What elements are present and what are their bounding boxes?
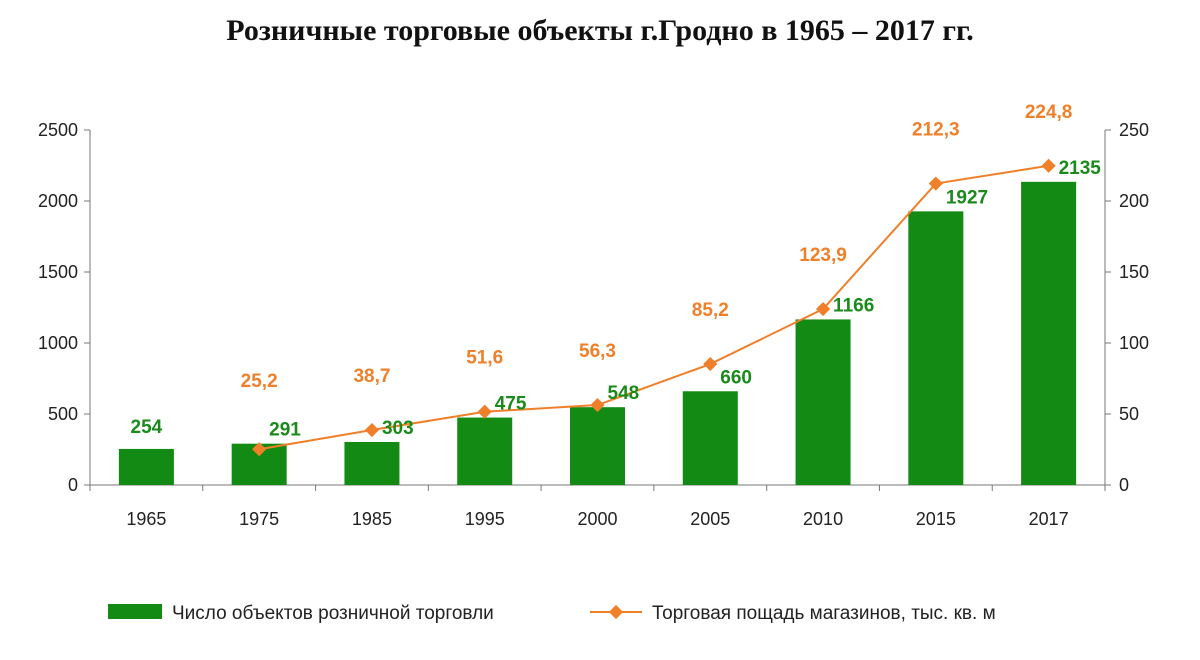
bar <box>457 417 513 485</box>
left-tick-label: 2000 <box>38 191 78 211</box>
x-tick-label: 1975 <box>239 509 279 529</box>
bar-data-label: 2135 <box>1059 158 1102 179</box>
left-tick-label: 2500 <box>38 120 78 140</box>
x-tick-label: 2017 <box>1029 509 1069 529</box>
bar-data-label: 475 <box>495 394 527 415</box>
line-point <box>364 422 380 438</box>
right-tick-label: 0 <box>1119 475 1129 495</box>
line-point <box>928 176 943 191</box>
line-point <box>590 397 605 413</box>
bar <box>908 211 964 485</box>
legend-line-label: Торговая пощадь магазинов, тыс. кв. м <box>652 603 996 624</box>
line-data-label: 51,6 <box>466 348 503 369</box>
line-data-label: 212,3 <box>912 120 960 141</box>
line-point <box>703 356 718 372</box>
line-data-label: 123,9 <box>799 245 847 266</box>
line-data-label: 38,7 <box>353 366 390 387</box>
right-tick-label: 100 <box>1119 333 1149 353</box>
line-point <box>477 404 492 419</box>
line-series-path <box>258 164 1049 451</box>
x-tick-label: 2000 <box>577 509 617 529</box>
legend-line-marker <box>608 604 624 620</box>
bar <box>682 391 738 485</box>
bar-data-label: 548 <box>608 383 640 404</box>
bar-data-label: 660 <box>720 367 752 388</box>
bar <box>795 319 851 485</box>
left-tick-label: 1000 <box>38 333 78 353</box>
chart-title: Розничные торговые объекты г.Гродно в 19… <box>226 14 974 47</box>
left-tick-label: 500 <box>48 404 78 424</box>
bar <box>1021 181 1077 485</box>
legend: Число объектов розничной торговли Торгов… <box>108 603 996 624</box>
bar <box>570 407 625 485</box>
bar-data-label: 1927 <box>946 187 988 208</box>
left-tick-label: 1500 <box>38 262 78 282</box>
x-tick-label: 1995 <box>465 509 505 529</box>
x-tick-label: 2015 <box>916 509 956 529</box>
x-tick-label: 1985 <box>352 509 392 529</box>
line-data-label: 85,2 <box>692 300 729 321</box>
legend-bar-swatch <box>108 604 162 619</box>
bar-data-label: 291 <box>269 420 301 441</box>
data-labels-layer: 254 291 303 475 548 660 1166 1927 2135 25,2 38,7 51… <box>131 102 1102 441</box>
bars-layer <box>118 181 1077 485</box>
right-tick-label: 200 <box>1119 191 1149 211</box>
line-point <box>252 442 267 457</box>
bar-data-label: 303 <box>382 418 414 439</box>
line-point <box>1041 158 1056 173</box>
right-tick-label: 250 <box>1119 120 1149 140</box>
line-layer <box>252 158 1056 457</box>
right-tick-label: 50 <box>1119 404 1139 424</box>
bar <box>118 448 174 485</box>
line-point <box>815 301 831 317</box>
bar-data-label: 1166 <box>833 295 874 316</box>
line-data-label: 25,2 <box>241 371 278 392</box>
legend-bar-label: Число объектов розничной торговли <box>172 603 494 624</box>
x-tick-label: 2005 <box>690 509 730 529</box>
bar-data-label: 254 <box>131 417 163 438</box>
line-data-label: 56,3 <box>579 341 616 362</box>
right-tick-label: 150 <box>1119 262 1149 282</box>
x-tick-label: 2010 <box>803 509 843 529</box>
left-tick-label: 0 <box>68 475 78 495</box>
line-data-label: 224,8 <box>1025 102 1073 123</box>
bar <box>344 441 400 485</box>
x-tick-label: 1965 <box>126 509 166 529</box>
